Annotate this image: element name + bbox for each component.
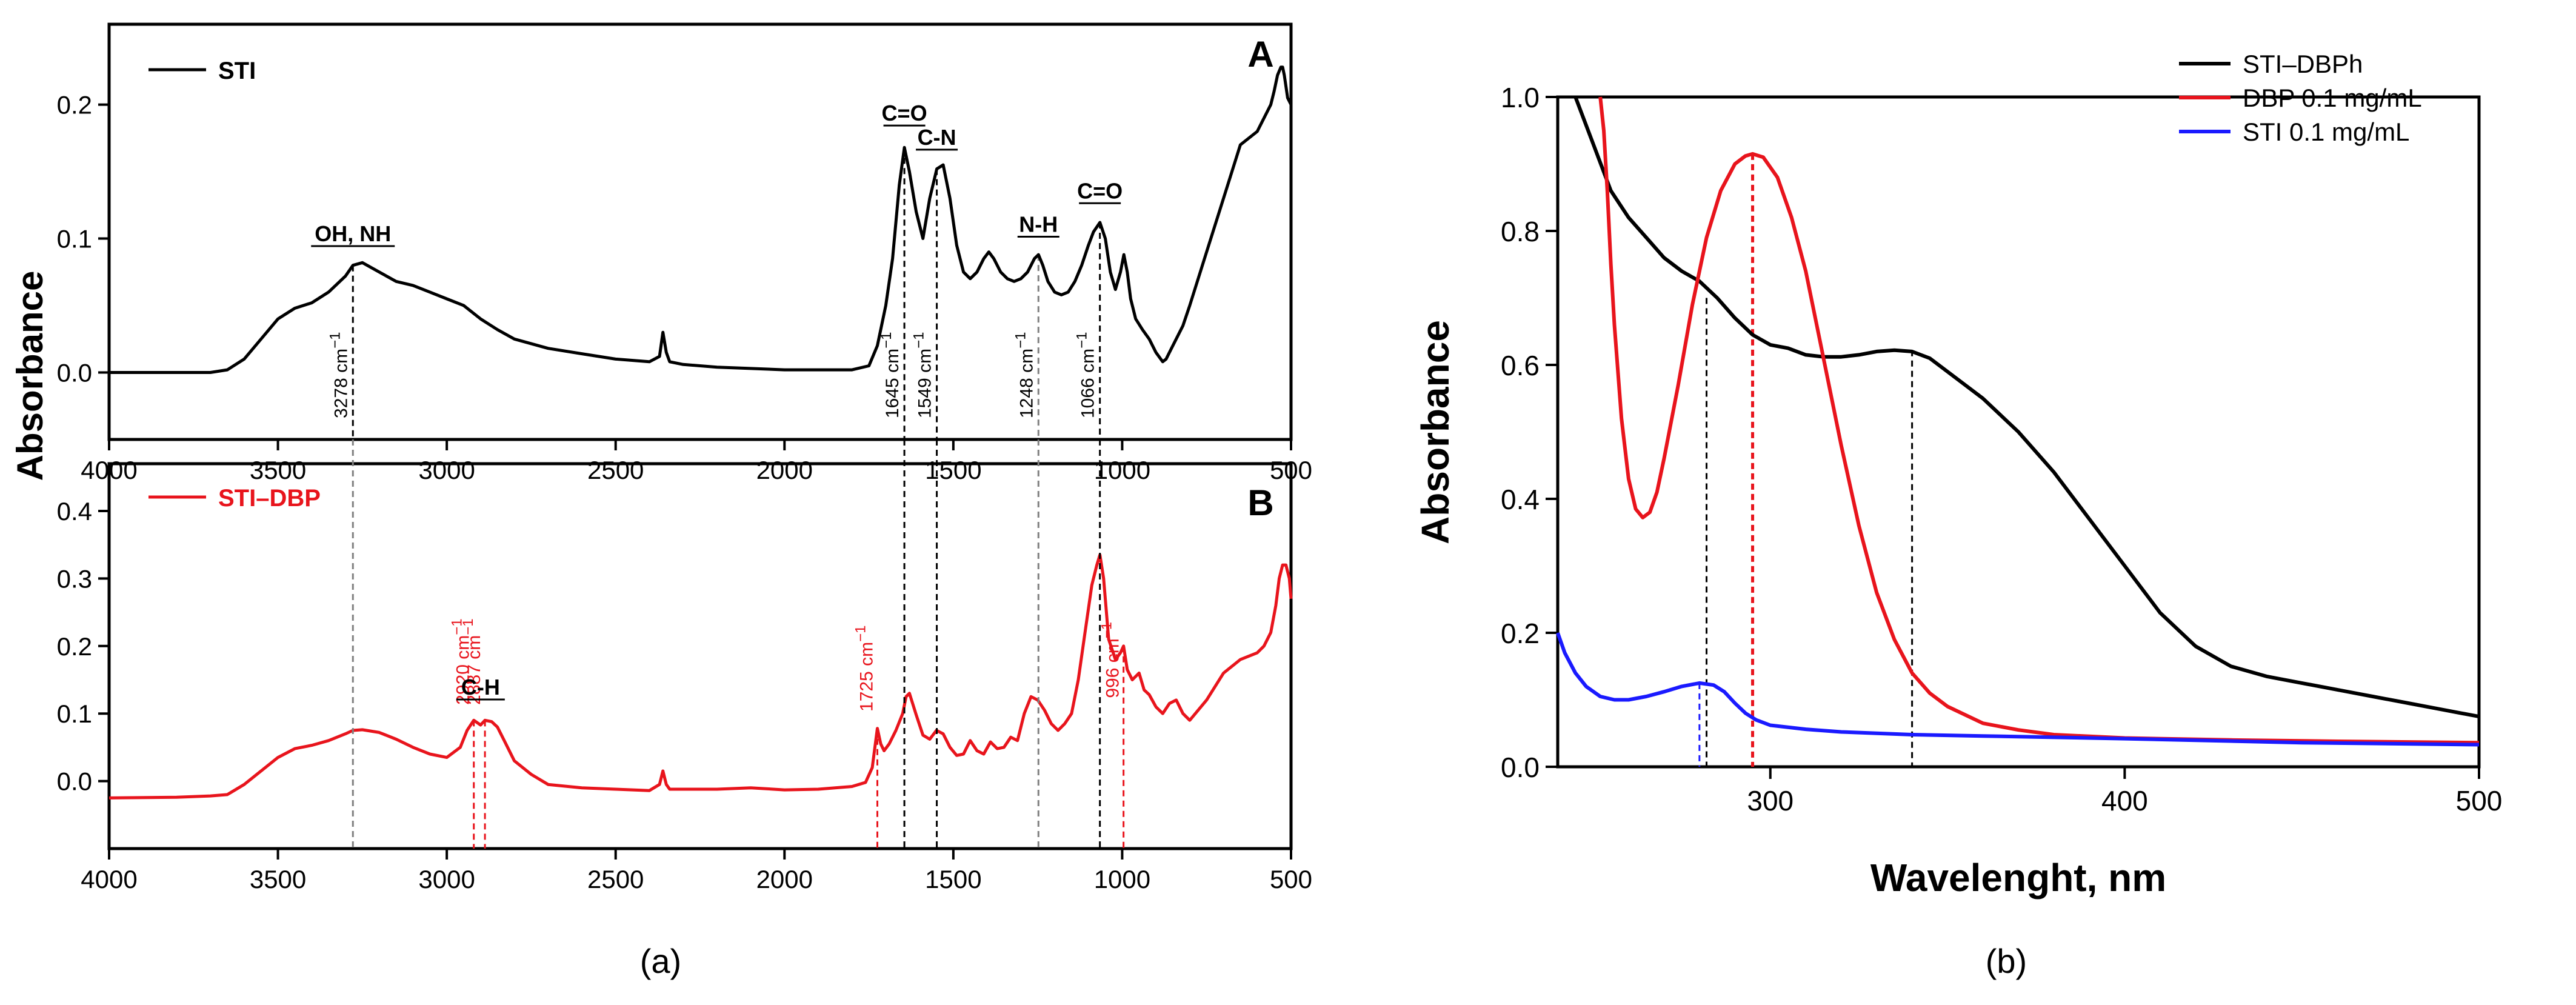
peak-label-sup: −1 <box>460 618 476 635</box>
ftir-B-panel-letter: B <box>1247 482 1273 523</box>
uvvis-frame <box>1556 95 2481 769</box>
ytick-label: 0.8 <box>1501 216 1540 247</box>
ytick-label: 0.0 <box>1501 752 1540 783</box>
peak-label-sup: −1 <box>911 332 927 349</box>
ytick-label: 0.0 <box>57 767 92 796</box>
xtick-label: 400 <box>2101 785 2148 816</box>
xtick-label: 3500 <box>250 456 306 484</box>
ytick-label: 0.2 <box>57 91 92 119</box>
uvvis-guides <box>1698 153 1914 767</box>
ftir-A-xticks: 4000 3500 3000 2500 2000 1500 1000 500 <box>81 439 1312 484</box>
ytick-label: 0.4 <box>57 497 92 526</box>
annotation-label: OH, NH <box>315 221 391 246</box>
peak-label-sup: −1 <box>1074 332 1090 349</box>
ftir-B-legend-label: STI–DBP <box>218 485 321 512</box>
ftir-B-series-line <box>108 553 1293 800</box>
peak-label-sup: −1 <box>878 332 895 349</box>
ftir-B-xticks: 4000 3500 3000 2500 2000 1500 1000 500 <box>81 849 1312 893</box>
ftir-A-panel-letter: A <box>1247 34 1273 75</box>
legend-label: STI–DBPh <box>2243 50 2363 78</box>
xtick-label: 1500 <box>925 456 981 484</box>
ytick-label: 0.6 <box>1501 350 1540 381</box>
ytick-label: 0.2 <box>57 632 92 661</box>
legend-label: STI 0.1 mg/mL <box>2243 118 2409 146</box>
xtick-label: 1000 <box>1094 456 1150 484</box>
xtick-label: 500 <box>1270 865 1312 893</box>
ytick-label: 0.4 <box>1501 484 1540 515</box>
annotation-label: C-H <box>461 675 500 699</box>
ytick-label: 0.3 <box>57 564 92 593</box>
legend-label: DBP 0.1 mg/mL <box>2243 84 2422 112</box>
xtick-label: 4000 <box>81 865 137 893</box>
xtick-label: 3000 <box>418 456 475 484</box>
ftir-ylabel: Absorbance <box>10 271 50 481</box>
ftir-A-yticks: 0.0 0.1 0.2 <box>57 91 109 387</box>
xtick-label: 3000 <box>418 865 475 893</box>
ftir-A-guides <box>352 147 1101 439</box>
uvvis-xlabel: Wavelenght, nm <box>1870 856 2166 900</box>
xtick-label: 2000 <box>756 865 813 893</box>
ftir-A-series-line <box>109 65 1293 374</box>
ftir-panel-B: 0.0 0.1 0.2 0.3 0.4 4000 3500 3000 2500 2000 1500… <box>57 462 1312 893</box>
xtick-label: 2000 <box>756 456 813 484</box>
uvvis-legend: STI–DBPh DBP 0.1 mg/mL STI 0.1 mg/mL <box>2179 50 2422 146</box>
xtick-label: 300 <box>1747 785 1794 816</box>
xtick-label: 500 <box>2456 785 2503 816</box>
peak-label-sup: −1 <box>449 618 465 635</box>
uvvis-panel: 0.0 0.2 0.4 0.6 0.8 1.0 300 400 500 STI–DBPh DBP… <box>1413 50 2502 900</box>
peak-label-sup: −1 <box>327 332 343 349</box>
ftir-B-yticks: 0.0 0.1 0.2 0.3 0.4 <box>57 497 109 796</box>
ytick-label: 0.2 <box>1501 618 1540 649</box>
annotation-label: C-N <box>918 125 956 150</box>
xtick-label: 2500 <box>587 456 644 484</box>
xtick-label: 1500 <box>925 865 981 893</box>
uvvis-yticks: 0.0 0.2 0.4 0.6 0.8 1.0 <box>1501 82 1558 783</box>
peak-label-sup: −1 <box>853 625 869 641</box>
panel-a-caption: (a) <box>640 942 681 980</box>
uvvis-ylabel: Absorbance <box>1413 320 1457 544</box>
panel-b-caption: (b) <box>1986 942 2027 980</box>
ytick-label: 0.1 <box>57 225 92 253</box>
annotation-label: N-H <box>1019 212 1058 237</box>
annotation-label: C=O <box>1077 178 1123 203</box>
xtick-label: 1000 <box>1094 865 1150 893</box>
ftir-B-frame <box>107 462 1293 850</box>
ftir-A-legend-label: STI <box>218 58 256 84</box>
annotation-label: C=O <box>882 101 927 125</box>
ftir-A-annotations: OH, NHC=OC-NN-HC=O <box>311 101 1123 247</box>
uvvis-series <box>1556 96 2480 747</box>
ftir-A-frame <box>107 22 1293 441</box>
uvvis-series-line <box>1556 632 2480 747</box>
ytick-label: 1.0 <box>1501 82 1540 113</box>
ftir-B-guides <box>473 646 1125 849</box>
ytick-label: 0.1 <box>57 699 92 728</box>
ftir-B-annotations: C-H <box>456 675 505 701</box>
ftir-cross-panel-guides <box>352 439 1101 849</box>
uvvis-series-line <box>1573 96 2480 719</box>
xtick-label: 2500 <box>587 865 644 893</box>
peak-label-sup: −1 <box>1099 622 1115 638</box>
ytick-label: 0.0 <box>57 359 92 387</box>
xtick-label: 3500 <box>250 865 306 893</box>
ftir-panel-A: 0.00.10.2 4000 3500 3000 2500 2000 1500 1000 50… <box>57 22 1312 484</box>
peak-label-sup: −1 <box>1012 332 1029 349</box>
uvvis-series-line <box>1598 96 2480 745</box>
uvvis-xticks: 300 400 500 <box>1747 767 2502 816</box>
